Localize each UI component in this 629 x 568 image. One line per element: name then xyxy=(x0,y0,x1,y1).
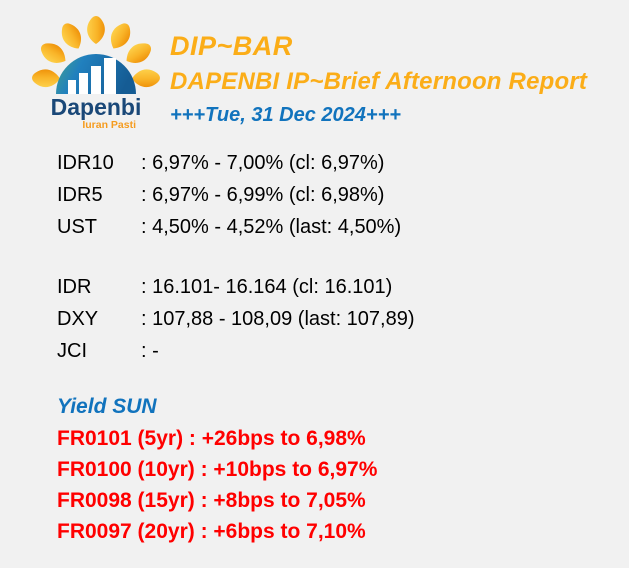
dapenbi-logo: Dapenbi Iuran Pasti xyxy=(30,12,162,134)
report-title: DIP~BAR xyxy=(170,31,293,61)
rate-value: : - xyxy=(141,339,159,362)
report-header: DIP~BAR DAPENBI IP~Brief Afternoon Repor… xyxy=(170,32,587,127)
rate-label: IDR10 xyxy=(57,151,114,174)
yield-sun-line-fr0100: FR0100 (10yr) : +10bps to 6,97% xyxy=(57,457,378,481)
yield-rates-block: IDR10 : 6,97% - 7,00% (cl: 6,97%) IDR5 :… xyxy=(57,147,401,243)
rate-row-dxy: DXY : 107,88 - 108,09 (last: 107,89) xyxy=(57,303,415,335)
sunburst-petals-icon xyxy=(32,16,160,88)
fx-rates-block: IDR : 16.101- 16.164 (cl: 16.101) DXY : … xyxy=(57,271,415,367)
rate-value: : 4,50% - 4,52% (last: 4,50%) xyxy=(141,215,402,238)
rate-row-idr5: IDR5 : 6,97% - 6,99% (cl: 6,98%) xyxy=(57,179,401,211)
report-date: +++Tue, 31 Dec 2024+++ xyxy=(170,104,401,127)
rate-row-ust: UST : 4,50% - 4,52% (last: 4,50%) xyxy=(57,211,401,243)
yield-sun-line-fr0101: FR0101 (5yr) : +26bps to 6,98% xyxy=(57,426,366,450)
rate-label: IDR5 xyxy=(57,183,103,206)
rate-value: : 107,88 - 108,09 (last: 107,89) xyxy=(141,307,415,330)
yield-sun-heading: Yield SUN xyxy=(57,395,157,418)
yield-sun-section: Yield SUN FR0101 (5yr) : +26bps to 6,98%… xyxy=(57,391,377,547)
rate-value: : 6,97% - 6,99% (cl: 6,98%) xyxy=(141,183,385,206)
report-subtitle: DAPENBI IP~Brief Afternoon Report xyxy=(170,68,588,96)
rate-label: IDR xyxy=(57,275,92,298)
dapenbi-logo-graphic: Dapenbi Iuran Pasti xyxy=(32,16,160,131)
yield-sun-line-fr0098: FR0098 (15yr) : +8bps to 7,05% xyxy=(57,488,366,512)
logo-brand-text: Dapenbi xyxy=(51,94,142,120)
skyline-bars-icon xyxy=(68,58,116,94)
yield-sun-line-fr0097: FR0097 (20yr) : +6bps to 7,10% xyxy=(57,519,366,543)
rate-row-idr: IDR : 16.101- 16.164 (cl: 16.101) xyxy=(57,271,415,303)
rate-value: : 16.101- 16.164 (cl: 16.101) xyxy=(141,275,393,298)
rate-value: : 6,97% - 7,00% (cl: 6,97%) xyxy=(141,151,385,174)
rate-label: DXY xyxy=(57,307,99,330)
rate-row-idr10: IDR10 : 6,97% - 7,00% (cl: 6,97%) xyxy=(57,147,401,179)
rate-label: UST xyxy=(57,215,97,238)
logo-tagline-text: Iuran Pasti xyxy=(82,119,136,131)
rate-row-jci: JCI : - xyxy=(57,335,415,367)
rate-label: JCI xyxy=(57,339,87,362)
